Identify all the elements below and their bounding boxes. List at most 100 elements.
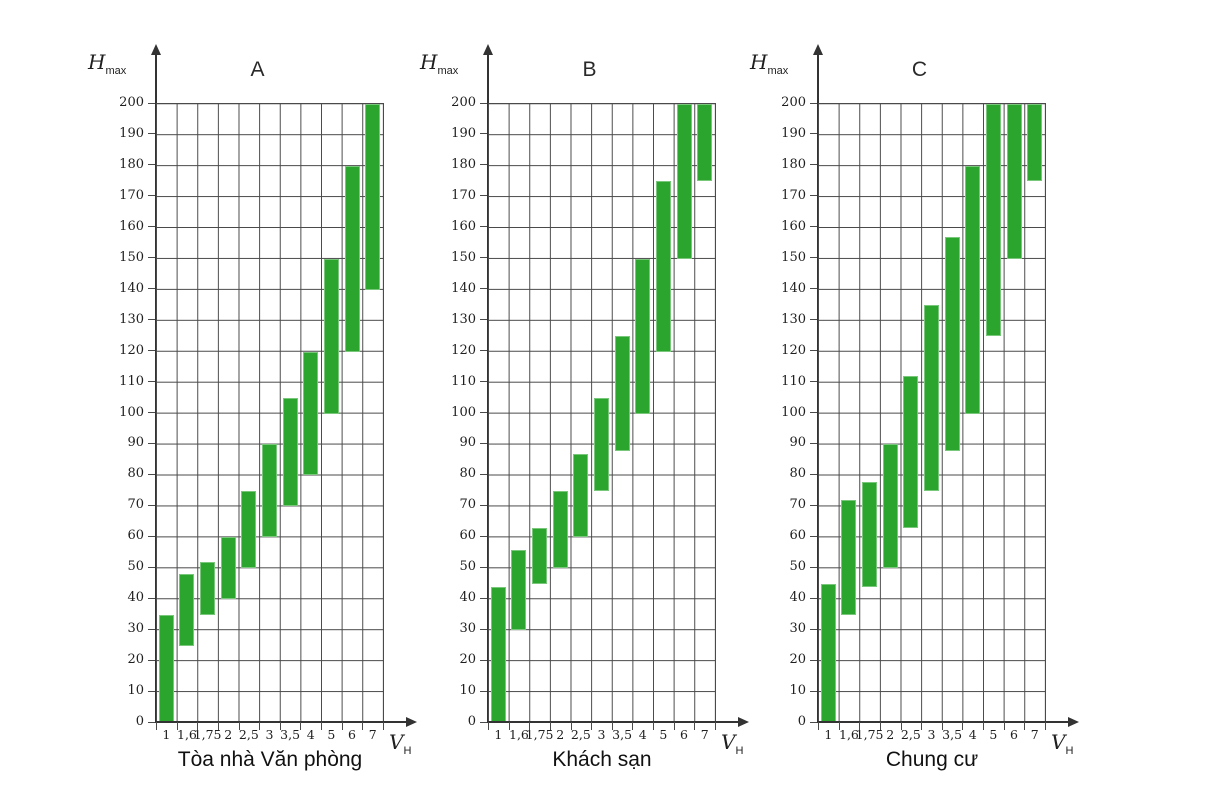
x-tick — [341, 722, 343, 730]
y-tick-label: 20 — [127, 652, 144, 668]
range-bar — [697, 104, 713, 182]
y-tick-label: 130 — [781, 311, 806, 327]
y-tick — [148, 257, 155, 259]
y-tick-label: 40 — [459, 590, 476, 606]
y-tick — [148, 566, 155, 568]
x-tick-label: 2 — [556, 727, 565, 742]
y-tick — [810, 690, 817, 692]
range-bar — [635, 258, 651, 414]
y-tick — [810, 257, 817, 259]
x-tick-label: 6 — [1010, 727, 1018, 742]
y-tick-label: 50 — [789, 559, 806, 575]
x-tick — [300, 722, 302, 730]
chart-hotels: Hmax B VH Khách sạn 0 10 20 30 40 50 60 70 80 90 1… — [418, 40, 763, 800]
y-tick-label: 120 — [451, 342, 476, 358]
y-tick — [480, 319, 487, 321]
x-tick — [611, 722, 613, 730]
chart-title: C — [911, 58, 928, 81]
x-tick — [900, 722, 902, 730]
y-tick-label: 100 — [451, 404, 476, 420]
x-tick-label: 1 — [824, 727, 833, 742]
y-tick-label: 0 — [135, 714, 144, 729]
chart-apartments: Hmax C VH Chung cư 0 10 20 30 40 50 60 70 80 90 10… — [748, 40, 1093, 800]
y-axis-label: Hmax — [88, 50, 126, 77]
x-tick — [859, 722, 861, 730]
x-tick — [549, 722, 551, 730]
y-tick — [810, 412, 817, 413]
y-tick — [810, 350, 817, 352]
y-tick — [810, 442, 817, 444]
range-bar — [862, 481, 878, 587]
y-tick — [148, 597, 155, 599]
y-tick — [480, 566, 487, 568]
range-bar — [303, 351, 319, 476]
range-bar — [944, 237, 960, 451]
plot-area — [488, 103, 716, 723]
y-tick — [148, 412, 155, 413]
y-tick-label: 0 — [797, 714, 806, 729]
y-tick — [810, 721, 817, 723]
y-tick-label: 60 — [789, 528, 806, 544]
y-tick-label: 150 — [781, 249, 806, 265]
y-tick-label: 180 — [119, 156, 144, 172]
y-tick-label: 120 — [119, 342, 144, 358]
y-tick — [148, 690, 155, 692]
y-tick — [480, 535, 487, 537]
y-tick — [480, 350, 487, 352]
x-tick-label: 6 — [348, 727, 356, 742]
x-tick — [879, 722, 881, 730]
x-axis-label-sub: H — [403, 745, 412, 757]
range-bar — [323, 258, 339, 414]
y-tick — [810, 628, 817, 630]
x-axis-label: VH — [389, 730, 411, 757]
x-tick — [983, 722, 985, 730]
y-tick-label: 110 — [781, 373, 806, 389]
x-tick — [321, 722, 323, 730]
y-tick — [148, 319, 155, 321]
y-axis-arrow-icon — [813, 44, 823, 55]
y-tick-label: 60 — [127, 528, 144, 544]
range-bar — [220, 537, 236, 600]
y-tick-label: 190 — [119, 125, 144, 141]
y-axis-arrow-icon — [483, 44, 493, 55]
y-tick — [810, 319, 817, 321]
y-tick-label: 30 — [459, 621, 476, 637]
x-tick-label: 5 — [327, 727, 336, 742]
x-axis-arrow-icon — [738, 717, 749, 727]
x-tick — [694, 722, 696, 730]
y-axis-label-base: H — [750, 50, 768, 74]
y-tick-label: 100 — [119, 404, 144, 420]
y-tick-label: 50 — [127, 559, 144, 575]
y-tick-label: 110 — [451, 373, 476, 389]
y-tick — [148, 164, 155, 166]
x-tick — [238, 722, 240, 730]
y-tick — [480, 133, 487, 135]
x-tick-label: 7 — [1030, 727, 1039, 742]
x-tick-label: 3 — [927, 727, 936, 742]
y-tick — [480, 102, 487, 104]
x-tick-label: 7 — [368, 727, 377, 742]
range-bar — [985, 104, 1001, 337]
y-tick — [148, 721, 155, 723]
x-tick — [941, 722, 943, 730]
y-tick — [148, 133, 155, 135]
y-tick — [480, 504, 487, 506]
y-tick-label: 110 — [119, 373, 144, 389]
x-axis-label-sub: H — [735, 745, 744, 757]
y-tick-label: 180 — [451, 156, 476, 172]
y-axis-arrow-icon — [151, 44, 161, 55]
y-tick-label: 130 — [119, 311, 144, 327]
range-bar — [532, 528, 548, 584]
range-bar — [903, 376, 919, 529]
y-tick — [810, 659, 817, 661]
x-tick — [362, 722, 364, 730]
range-bar — [365, 104, 381, 290]
range-bar — [1027, 104, 1043, 182]
y-tick-label: 80 — [789, 466, 806, 482]
y-tick-label: 200 — [451, 95, 476, 110]
y-axis-label-sub: max — [437, 65, 459, 77]
y-tick — [480, 597, 487, 599]
y-tick-label: 140 — [451, 280, 476, 296]
chart-caption: Khách sạn — [552, 748, 652, 771]
x-axis-line — [487, 721, 740, 723]
